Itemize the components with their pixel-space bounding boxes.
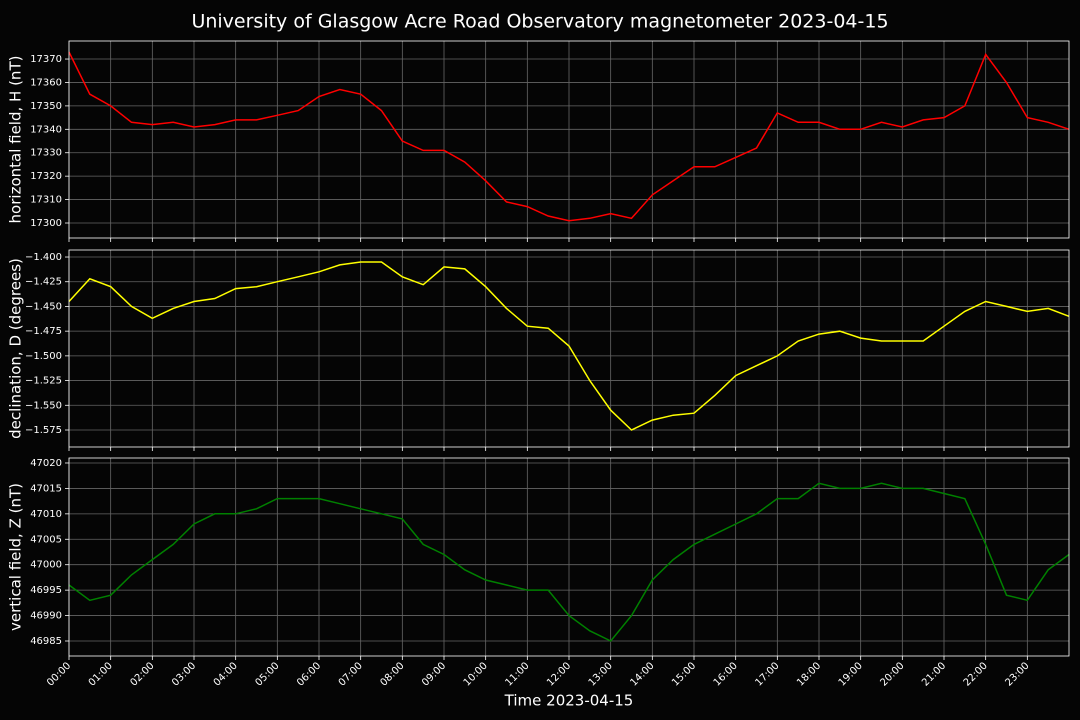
y-tick-label: −1.450 xyxy=(25,301,62,312)
y-tick-label: 46990 xyxy=(30,611,62,622)
y-axis-label: declination, D (degrees) xyxy=(7,258,25,439)
y-tick-label: 17370 xyxy=(30,54,62,65)
y-axis-label: vertical field, Z (nT) xyxy=(7,483,25,631)
y-tick-label: −1.400 xyxy=(25,252,62,263)
y-tick-label: 47000 xyxy=(30,560,62,571)
y-tick-label: 46995 xyxy=(30,585,62,596)
axes-frame xyxy=(68,249,1070,448)
y-tick-label: 46985 xyxy=(30,636,62,647)
y-tick-label: 47010 xyxy=(30,509,62,520)
x-axis-label: Time 2023-04-15 xyxy=(504,692,634,710)
y-tick-label: 17340 xyxy=(30,124,62,135)
y-tick-label: 47015 xyxy=(30,483,62,494)
data-line xyxy=(68,482,1070,642)
chart-title: University of Glasgow Acre Road Observat… xyxy=(191,11,888,33)
y-tick-label: −1.575 xyxy=(25,425,62,436)
axes-frame xyxy=(68,40,1070,239)
axes-frame xyxy=(68,457,1070,657)
y-tick-label: −1.550 xyxy=(25,400,62,411)
y-tick-label: 47005 xyxy=(30,534,62,545)
data-line xyxy=(68,51,1070,222)
y-tick-label: −1.425 xyxy=(25,277,62,288)
data-line xyxy=(68,261,1070,431)
y-tick-label: 17330 xyxy=(30,148,62,159)
y-tick-label: −1.475 xyxy=(25,326,62,337)
y-tick-label: 17320 xyxy=(30,171,62,182)
y-axis-label: horizontal field, H (nT) xyxy=(7,56,25,224)
y-tick-label: 17360 xyxy=(30,77,62,88)
y-tick-label: 17300 xyxy=(30,218,62,229)
y-tick-label: −1.525 xyxy=(25,376,62,387)
y-tick-label: 47020 xyxy=(30,458,62,469)
y-tick-label: 17350 xyxy=(30,101,62,112)
y-tick-label: 17310 xyxy=(30,195,62,206)
y-tick-label: −1.500 xyxy=(25,351,62,362)
